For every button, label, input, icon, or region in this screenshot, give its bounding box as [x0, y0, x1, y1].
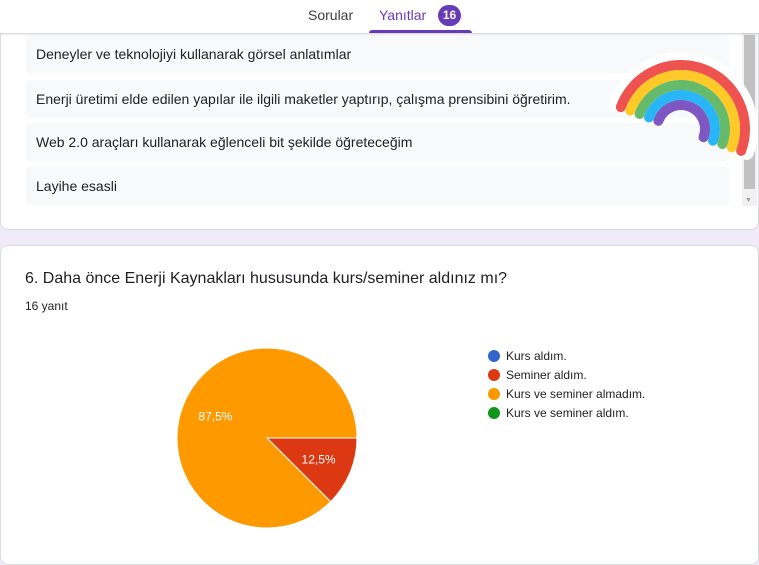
question-summary-card: 6. Daha önce Enerji Kaynakları hususunda…	[0, 245, 759, 565]
legend-item: Kurs ve seminer almadım.	[488, 384, 645, 403]
pie-chart: 12,5% 87,5%	[176, 347, 358, 529]
legend-item: Kurs aldım.	[488, 346, 645, 365]
response-item: Enerji üretimi elde edilen yapılar ile i…	[26, 80, 729, 118]
pie-data-label: 87,5%	[198, 410, 232, 424]
rainbow-sticker-icon	[608, 52, 758, 160]
scroll-down-arrow-icon[interactable]: ▼	[745, 197, 752, 204]
response-item: Web 2.0 araçları kullanarak eğlenceli bi…	[26, 123, 729, 161]
question-title: 6. Daha önce Enerji Kaynakları hususunda…	[25, 270, 508, 287]
legend-item: Kurs ve seminer aldım.	[488, 403, 645, 422]
response-count: 16 yanıt	[25, 299, 68, 313]
legend-dot-icon	[488, 387, 500, 400]
legend-item: Seminer aldım.	[488, 365, 645, 384]
tab-questions[interactable]: Sorular	[308, 7, 354, 23]
tab-responses[interactable]: Yanıtlar	[379, 7, 427, 23]
top-tab-bar: Sorular Yanıtlar 16	[0, 0, 759, 33]
legend-label: Seminer aldım.	[506, 367, 587, 382]
legend-dot-icon	[488, 349, 500, 362]
legend-label: Kurs aldım.	[506, 348, 567, 363]
response-item: Layihe esasli	[26, 167, 729, 205]
active-tab-indicator	[369, 30, 472, 33]
response-item: Deneyler ve teknolojiyi kullanarak görse…	[26, 35, 729, 73]
pie-slice	[265, 437, 358, 503]
legend-label: Kurs ve seminer aldım.	[506, 405, 629, 420]
responses-count-badge: 16	[438, 5, 461, 26]
pie-data-label: 12,5%	[302, 452, 336, 466]
chart-legend: Kurs aldım. Seminer aldım. Kurs ve semin…	[488, 346, 645, 422]
text-responses-card: Deneyler ve teknolojiyi kullanarak görse…	[0, 33, 759, 230]
pie-slice	[176, 347, 358, 529]
legend-label: Kurs ve seminer almadım.	[506, 386, 646, 401]
legend-dot-icon	[488, 368, 500, 381]
legend-dot-icon	[488, 406, 500, 419]
